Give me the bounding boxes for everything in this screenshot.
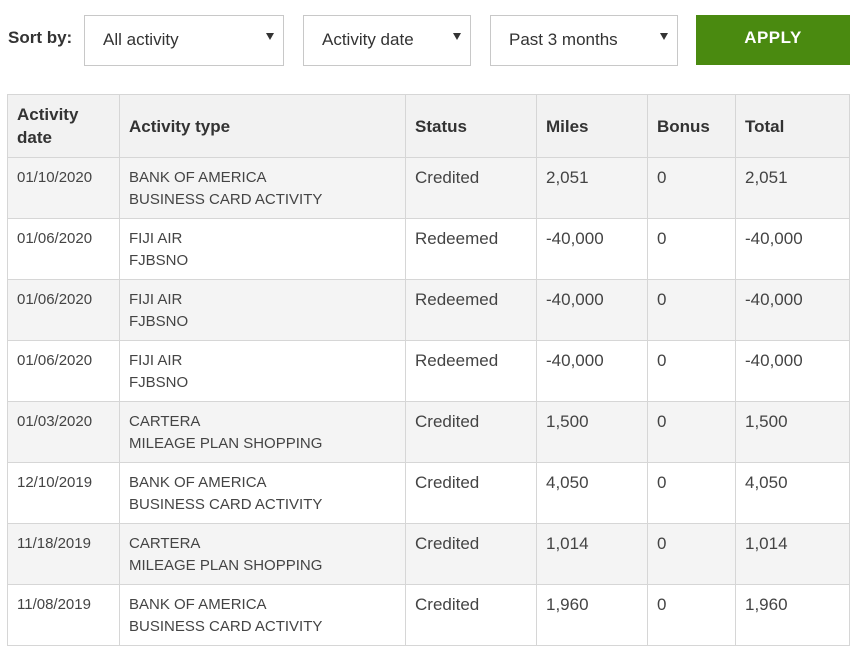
cell-date: 01/06/2020 [7,218,120,280]
cell-miles: 2,051 [536,157,648,219]
activity-filter-select[interactable]: All activity [84,15,284,66]
cell-total: -40,000 [735,218,850,280]
cell-total: -40,000 [735,340,850,402]
cell-date: 01/06/2020 [7,279,120,341]
table-row: 01/06/2020 FIJI AIR FJBSNO Redeemed -40,000 0… [7,218,850,280]
activity-table: Activity date Activity type Status Miles… [7,94,850,646]
activity-type-detail: FJBSNO [129,374,189,391]
sort-by-label: Sort by: [8,28,73,47]
cell-date: 12/10/2019 [7,462,120,524]
activity-type-detail: BUSINESS CARD ACTIVITY [129,191,323,208]
cell-activity-type: CARTERA MILEAGE PLAN SHOPPING [119,401,406,463]
chevron-down-icon [266,33,274,40]
cell-miles: 1,014 [536,523,648,585]
table-row: 12/10/2019 BANK OF AMERICA BUSINESS CARD A… [7,462,850,524]
header-miles: Miles [536,94,648,158]
header-bonus: Bonus [647,94,736,158]
cell-bonus: 0 [647,523,736,585]
cell-activity-type: BANK OF AMERICA BUSINESS CARD ACTIVITY [119,584,406,646]
cell-status: Credited [405,401,537,463]
cell-status: Credited [405,584,537,646]
date-range-select[interactable]: Past 3 months [490,15,678,66]
cell-date: 01/10/2020 [7,157,120,219]
cell-activity-type: FIJI AIR FJBSNO [119,340,406,402]
activity-type-name: BANK OF AMERICA [129,169,267,186]
cell-bonus: 0 [647,584,736,646]
header-status: Status [405,94,537,158]
cell-total: 1,960 [735,584,850,646]
cell-total: 1,500 [735,401,850,463]
cell-status: Redeemed [405,340,537,402]
cell-bonus: 0 [647,340,736,402]
cell-miles: -40,000 [536,279,648,341]
cell-activity-type: FIJI AIR FJBSNO [119,218,406,280]
activity-type-detail: MILEAGE PLAN SHOPPING [129,435,323,452]
filter-toolbar: Sort by: All activity Activity date Past… [0,0,858,80]
header-activity-date: Activity date [7,94,120,158]
cell-bonus: 0 [647,462,736,524]
cell-bonus: 0 [647,401,736,463]
cell-date: 01/03/2020 [7,401,120,463]
cell-status: Credited [405,523,537,585]
activity-type-detail: FJBSNO [129,313,189,330]
chevron-down-icon [660,33,668,40]
table-row: 01/06/2020 FIJI AIR FJBSNO Redeemed -40,000 0… [7,279,850,341]
cell-miles: -40,000 [536,218,648,280]
table-row: 01/10/2020 BANK OF AMERICA BUSINESS CARD A… [7,157,850,219]
table-header-row: Activity date Activity type Status Miles… [7,94,850,158]
activity-filter-value: All activity [103,30,179,49]
activity-type-name: BANK OF AMERICA [129,596,267,613]
table-row: 01/03/2020 CARTERA MILEAGE PLAN SHOPPING Cr… [7,401,850,463]
cell-miles: -40,000 [536,340,648,402]
table-row: 11/18/2019 CARTERA MILEAGE PLAN SHOPPING Cr… [7,523,850,585]
header-activity-type: Activity type [119,94,406,158]
activity-type-name: CARTERA [129,413,201,430]
cell-bonus: 0 [647,279,736,341]
sort-field-value: Activity date [322,30,414,49]
activity-type-name: FIJI AIR [129,352,183,369]
cell-status: Credited [405,157,537,219]
table-row: 11/08/2019 BANK OF AMERICA BUSINESS CARD A… [7,584,850,646]
cell-status: Redeemed [405,279,537,341]
activity-type-name: BANK OF AMERICA [129,474,267,491]
cell-status: Redeemed [405,218,537,280]
cell-status: Credited [405,462,537,524]
cell-miles: 4,050 [536,462,648,524]
cell-total: -40,000 [735,279,850,341]
table-row: 01/06/2020 FIJI AIR FJBSNO Redeemed -40,000 0… [7,340,850,402]
cell-activity-type: BANK OF AMERICA BUSINESS CARD ACTIVITY [119,157,406,219]
cell-bonus: 0 [647,218,736,280]
cell-activity-type: CARTERA MILEAGE PLAN SHOPPING [119,523,406,585]
chevron-down-icon [453,33,461,40]
activity-type-name: FIJI AIR [129,230,183,247]
cell-bonus: 0 [647,157,736,219]
cell-miles: 1,960 [536,584,648,646]
cell-total: 1,014 [735,523,850,585]
cell-total: 4,050 [735,462,850,524]
activity-type-name: CARTERA [129,535,201,552]
activity-type-detail: BUSINESS CARD ACTIVITY [129,496,323,513]
activity-type-detail: FJBSNO [129,252,189,269]
activity-type-detail: MILEAGE PLAN SHOPPING [129,557,323,574]
apply-button[interactable]: APPLY [696,15,850,65]
header-total: Total [735,94,850,158]
date-range-value: Past 3 months [509,30,618,49]
cell-date: 11/18/2019 [7,523,120,585]
cell-total: 2,051 [735,157,850,219]
cell-date: 11/08/2019 [7,584,120,646]
cell-date: 01/06/2020 [7,340,120,402]
sort-field-select[interactable]: Activity date [303,15,471,66]
cell-activity-type: BANK OF AMERICA BUSINESS CARD ACTIVITY [119,462,406,524]
cell-miles: 1,500 [536,401,648,463]
activity-type-detail: BUSINESS CARD ACTIVITY [129,618,323,635]
activity-type-name: FIJI AIR [129,291,183,308]
cell-activity-type: FIJI AIR FJBSNO [119,279,406,341]
